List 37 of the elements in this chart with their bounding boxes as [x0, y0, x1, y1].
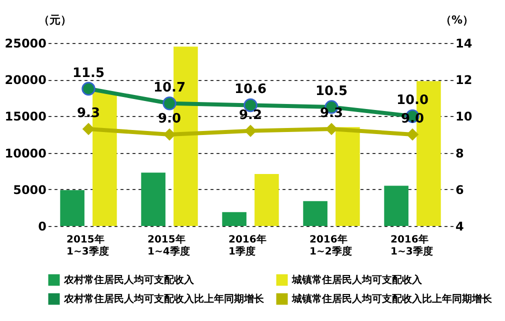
x-tick-label: 2016年 1季度 [228, 234, 266, 258]
y2-axis-title: （%） [440, 14, 474, 26]
x-tick-label: 2016年 1~2季度 [310, 234, 352, 258]
data-label: 10.6 [234, 82, 267, 98]
legend-label: 城镇常住居民人均可支配收入 [291, 274, 423, 286]
legend-label: 农村常住居民人均可支配收入比上年同期增长 [63, 293, 265, 305]
bar [384, 186, 408, 226]
y-tick-label: 10000 [4, 146, 46, 160]
legend-label: 城镇常住居民人均可支配收入比上年同期增长 [291, 293, 493, 305]
data-label: 9.2 [238, 108, 262, 123]
y-tick-label: 5000 [13, 182, 46, 197]
point [162, 96, 176, 110]
y-tick-label: 15000 [4, 110, 46, 124]
y2-tick-label: 14 [456, 36, 472, 50]
legend-label: 农村常住居民人均可支配收入 [63, 274, 195, 286]
bar [222, 212, 246, 226]
bar [254, 174, 279, 226]
x-tick-label: 2015年 1~3季度 [66, 234, 109, 258]
data-label: 10.5 [315, 84, 348, 100]
bar [141, 172, 166, 226]
data-label: 9.0 [400, 112, 424, 126]
bar [303, 201, 328, 226]
data-label: 11.5 [72, 66, 105, 81]
x-tick-label: 2015年 1~4季度 [148, 234, 190, 258]
bar [60, 190, 84, 226]
y-axis-title: （元） [38, 14, 72, 26]
y-tick-label: 25000 [4, 36, 46, 50]
y-tick-label: 0 [38, 220, 46, 234]
y2-tick-label: 12 [456, 73, 472, 88]
x-tick-label: 2016年 1~3季度 [390, 234, 433, 258]
y2-tick-label: 8 [456, 146, 464, 160]
y-tick-label: 20000 [4, 73, 46, 88]
bar [336, 127, 360, 226]
y2-tick-label: 6 [456, 182, 464, 197]
y2-tick-label: 10 [456, 110, 472, 124]
point [82, 82, 96, 96]
y2-tick-label: 4 [456, 220, 464, 234]
